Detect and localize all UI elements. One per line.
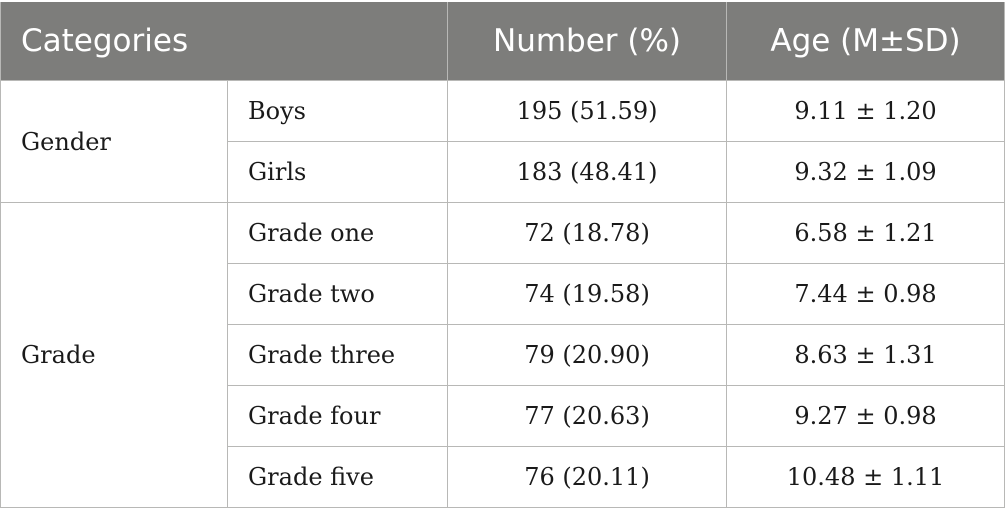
row-age: 9.27 ± 0.98 [726, 385, 1005, 447]
header-categories: Categories [0, 2, 449, 81]
header-age: Age (M±SD) [726, 2, 1005, 81]
group-label-gender: Gender [0, 80, 228, 203]
table-body: Gender Boys 195 (51.59) 9.11 ± 1.20 Girl… [0, 80, 1005, 508]
table-row: Grade Grade one 72 (18.78) 6.58 ± 1.21 [0, 202, 1005, 508]
table-row: Girls 183 (48.41) 9.32 ± 1.09 [1, 141, 1005, 203]
row-number: 183 (48.41) [447, 141, 728, 203]
row-age: 8.63 ± 1.31 [726, 324, 1005, 386]
header-row: Categories Number (%) Age (M±SD) [0, 2, 1005, 81]
row-label: Grade one [226, 202, 449, 264]
row-number: 72 (18.78) [447, 202, 728, 264]
table-row: Grade four 77 (20.63) 9.27 ± 0.98 [1, 385, 1005, 447]
row-age: 10.48 ± 1.11 [726, 446, 1005, 508]
table-row: Gender Boys 195 (51.59) 9.11 ± 1.20 [0, 80, 1005, 203]
row-number: 77 (20.63) [447, 385, 728, 447]
row-age: 9.11 ± 1.20 [726, 80, 1005, 142]
row-age: 7.44 ± 0.98 [726, 263, 1005, 325]
table-row: Grade five 76 (20.11) 10.48 ± 1.11 [1, 446, 1005, 508]
group-label-grade: Grade [0, 202, 228, 508]
row-label: Girls [226, 141, 449, 203]
row-label: Grade three [226, 324, 449, 386]
row-number: 76 (20.11) [447, 446, 728, 508]
row-label: Boys [226, 80, 449, 142]
row-number: 195 (51.59) [447, 80, 728, 142]
row-age: 9.32 ± 1.09 [726, 141, 1005, 203]
header-number: Number (%) [447, 2, 728, 81]
row-label: Grade four [226, 385, 449, 447]
row-age: 6.58 ± 1.21 [726, 202, 1005, 264]
demographics-table: Categories Number (%) Age (M±SD) Gender … [0, 2, 1005, 508]
row-label: Grade five [226, 446, 449, 508]
table-header: Categories Number (%) Age (M±SD) [0, 2, 1005, 81]
row-label: Grade two [226, 263, 449, 325]
table-row: Grade three 79 (20.90) 8.63 ± 1.31 [1, 324, 1005, 386]
row-number: 79 (20.90) [447, 324, 728, 386]
row-number: 74 (19.58) [447, 263, 728, 325]
